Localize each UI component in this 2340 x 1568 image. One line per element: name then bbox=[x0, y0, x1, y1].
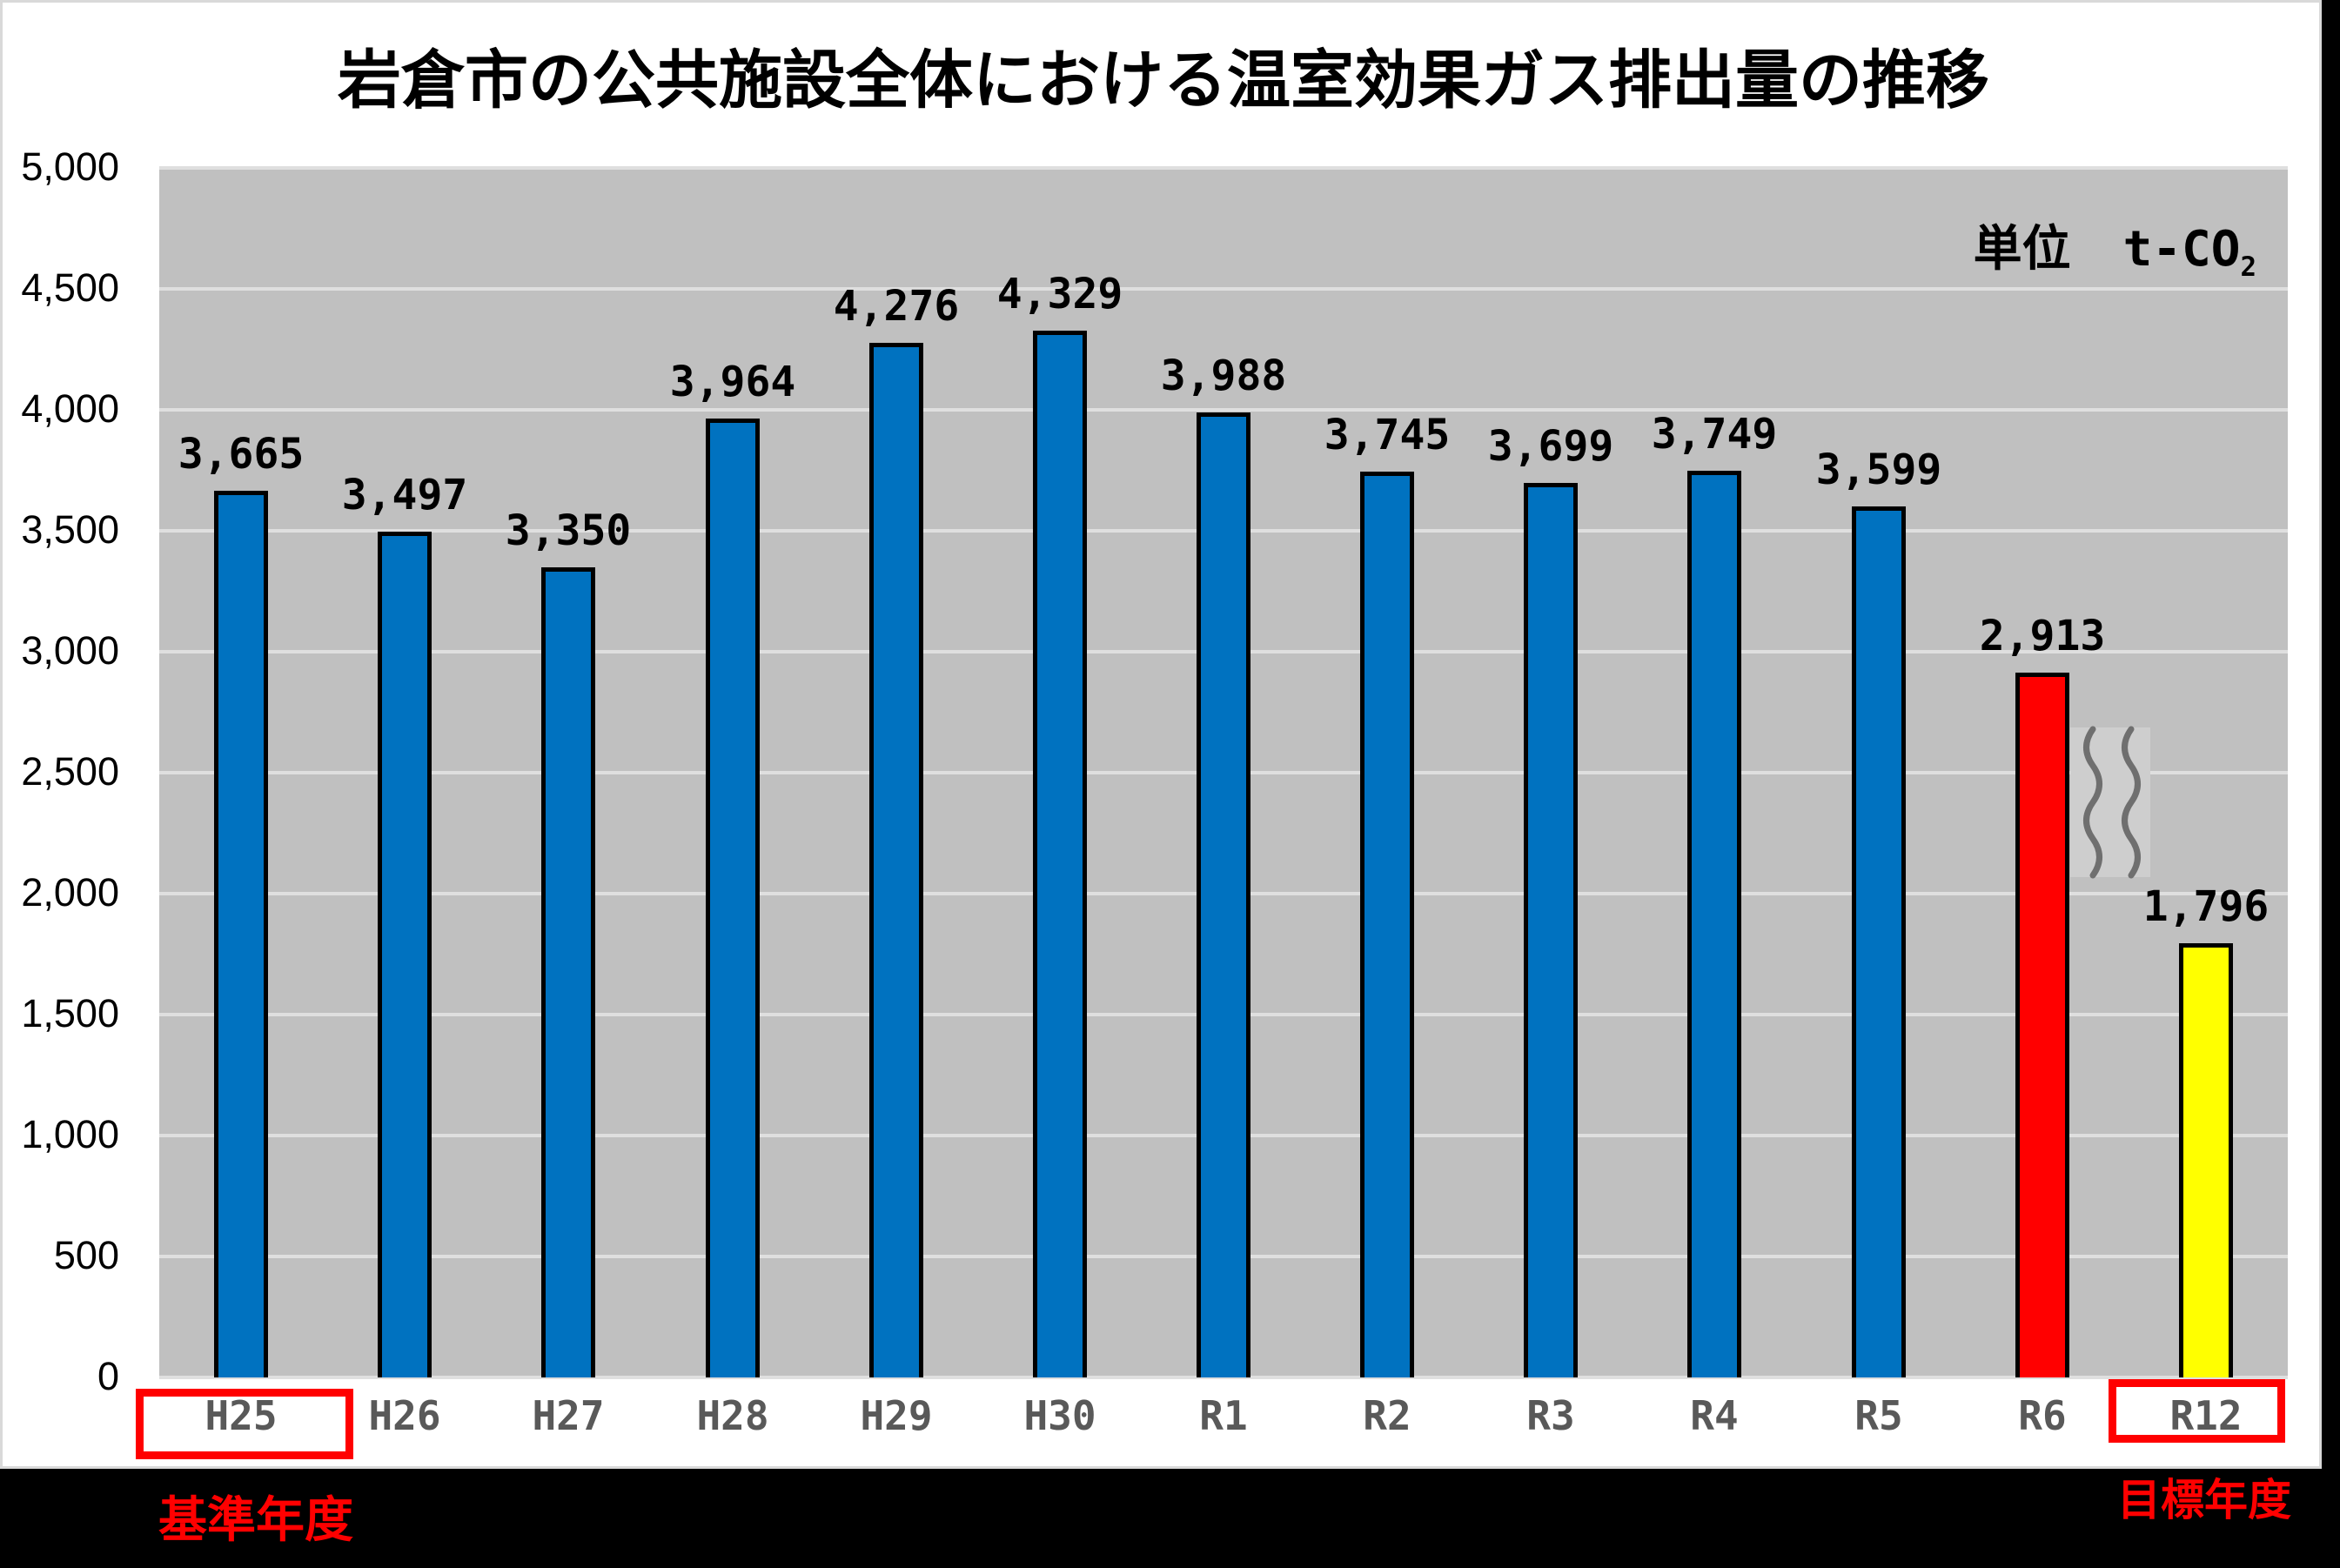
gridline bbox=[159, 166, 2288, 170]
bar-value-label-R12: 1,796 bbox=[2142, 882, 2270, 931]
bar-H26 bbox=[378, 532, 432, 1377]
chart-title: 岩倉市の公共施設全体における温室効果ガス排出量の推移 bbox=[338, 45, 1989, 116]
y-tick-label: 4,000 bbox=[21, 386, 119, 431]
bar-R2 bbox=[1360, 472, 1414, 1377]
base-year-annotation: 基準年度 bbox=[158, 1492, 353, 1547]
y-tick-label: 3,500 bbox=[21, 507, 119, 552]
y-tick-label: 2,500 bbox=[21, 749, 119, 794]
x-tick-label-R2: R2 bbox=[1363, 1392, 1411, 1439]
bar-value-label-R4: 3,749 bbox=[1651, 410, 1778, 459]
chart-canvas: 岩倉市の公共施設全体における温室効果ガス排出量の推移 3,665 3,497 3,3… bbox=[0, 0, 2322, 1469]
unit-word: 単位 bbox=[1973, 221, 2071, 276]
bar-R6 bbox=[2015, 673, 2069, 1377]
bar-H28 bbox=[706, 419, 760, 1377]
bar-H29 bbox=[869, 343, 923, 1377]
bar-R5 bbox=[1852, 506, 1906, 1377]
x-tick-label-H29: H29 bbox=[860, 1392, 933, 1439]
x-tick-label-H26: H26 bbox=[368, 1392, 441, 1439]
bar-R1 bbox=[1197, 412, 1250, 1377]
y-tick-label: 1,000 bbox=[21, 1112, 119, 1156]
target-year-highlight-box bbox=[2109, 1379, 2285, 1443]
unit-label: 単位 t-CO2 bbox=[1900, 210, 2256, 283]
x-tick-label-R3: R3 bbox=[1526, 1392, 1575, 1439]
gridline bbox=[159, 287, 2288, 291]
unit-value: t-CO bbox=[2122, 221, 2241, 278]
gridline bbox=[159, 1376, 2288, 1379]
bar-value-label-H27: 3,350 bbox=[505, 506, 632, 555]
x-tick-label-R12: R12 bbox=[2169, 1392, 2243, 1439]
bar-R12 bbox=[2179, 943, 2233, 1377]
x-tick-label-H30: H30 bbox=[1023, 1392, 1096, 1439]
bar-value-label-H30: 4,329 bbox=[996, 270, 1123, 318]
y-tick-label: 1,500 bbox=[21, 991, 119, 1035]
bar-value-label-R2: 3,745 bbox=[1324, 411, 1451, 459]
gridline bbox=[159, 408, 2288, 412]
bar-value-label-R6: 2,913 bbox=[1979, 612, 2106, 660]
y-tick-label: 2,000 bbox=[21, 870, 119, 915]
y-tick-label: 5,000 bbox=[21, 144, 119, 189]
x-tick-label-H28: H28 bbox=[696, 1392, 769, 1439]
bar-R4 bbox=[1687, 471, 1741, 1377]
bar-R3 bbox=[1524, 483, 1578, 1377]
x-tick-label-H25: H25 bbox=[204, 1392, 278, 1439]
x-tick-label-R6: R6 bbox=[2018, 1392, 2067, 1439]
x-tick-label-R4: R4 bbox=[1690, 1392, 1739, 1439]
axis-break-icon bbox=[2070, 726, 2150, 879]
bar-value-label-H25: 3,665 bbox=[178, 430, 305, 479]
base-year-highlight-box bbox=[136, 1389, 353, 1459]
bar-value-label-H26: 3,497 bbox=[341, 471, 468, 519]
bar-H25 bbox=[214, 491, 268, 1377]
x-tick-label-R1: R1 bbox=[1199, 1392, 1248, 1439]
y-tick-label: 0 bbox=[97, 1354, 119, 1398]
target-year-annotation: 目標年度 bbox=[2117, 1476, 2291, 1524]
bar-value-label-R1: 3,988 bbox=[1160, 352, 1287, 400]
bar-value-label-R3: 3,699 bbox=[1487, 422, 1614, 471]
bar-value-label-R5: 3,599 bbox=[1815, 446, 1942, 494]
x-tick-label-H27: H27 bbox=[532, 1392, 605, 1439]
y-tick-label: 4,500 bbox=[21, 265, 119, 310]
bar-value-label-H29: 4,276 bbox=[833, 282, 960, 331]
plot-area: 3,665 3,497 3,350 3,964 4,276 4,329 3,988 3,745… bbox=[159, 166, 2288, 1379]
x-tick-label-R5: R5 bbox=[1854, 1392, 1903, 1439]
unit-subscript: 2 bbox=[2240, 251, 2256, 284]
bar-value-label-H28: 3,964 bbox=[669, 358, 796, 406]
bar-H27 bbox=[541, 567, 595, 1377]
y-tick-label: 3,000 bbox=[21, 628, 119, 673]
bar-H30 bbox=[1033, 331, 1087, 1377]
y-tick-label: 500 bbox=[53, 1233, 119, 1277]
